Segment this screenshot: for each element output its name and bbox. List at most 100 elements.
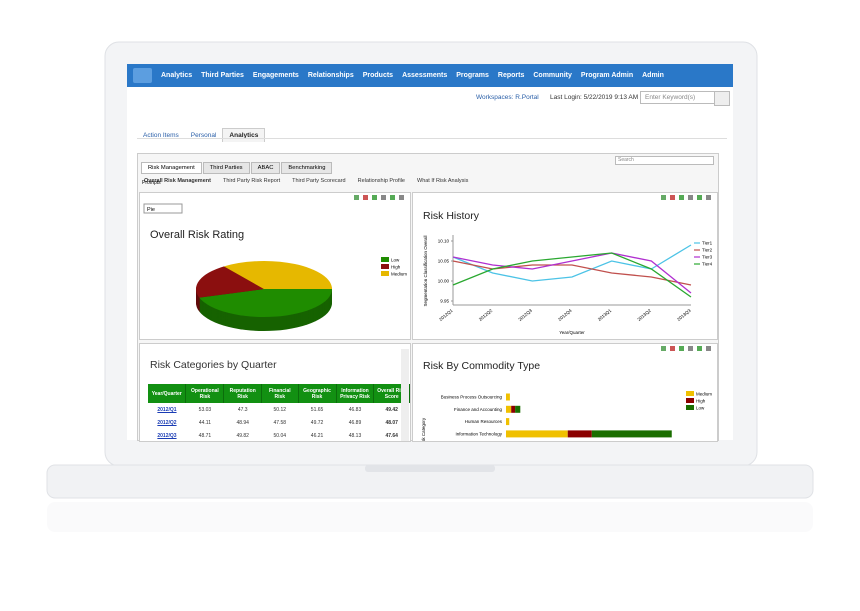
keyword-search[interactable]: Enter Keyword(s)	[640, 91, 716, 104]
legend-label: Low	[391, 258, 400, 263]
panel-tool	[661, 346, 666, 351]
table-row: 2012/Q1 53.03 47.3 50.12 51.65 46.83 49.42	[148, 403, 410, 416]
table-title: Risk Categories by Quarter	[150, 359, 277, 371]
panel-tool	[688, 195, 693, 200]
subtab[interactable]: Third Party Risk Report	[222, 178, 281, 184]
risk-table: Year/Quarter Operational Risk Reputation R…	[148, 384, 410, 441]
reflection	[47, 502, 813, 532]
bar-segment	[506, 393, 510, 401]
panel-tool	[390, 195, 395, 200]
pie-slice	[199, 289, 332, 317]
pie-slice	[196, 266, 264, 298]
x-tick-label: 2012Q1	[438, 308, 454, 322]
cell: 44.11	[198, 419, 211, 426]
table-row: 2012/Q3 48.71 49.82 50.04 46.21 48.13 47.64	[148, 429, 410, 441]
cell: 51.65	[310, 406, 324, 413]
legend-label: High	[391, 265, 401, 270]
table-wrap: Year/Quarter Operational Risk Reputation R…	[148, 384, 410, 441]
subtab[interactable]: What If Risk Analysis	[417, 178, 469, 184]
pie-slice	[224, 261, 332, 289]
cell: 49.42	[385, 406, 398, 413]
y-tick-label: 10.00	[438, 279, 450, 284]
panel-tool	[381, 195, 386, 200]
last-login: Last Login: 5/22/2019 9:13 AM	[550, 94, 639, 101]
x-tick-label: 2013Q3	[676, 308, 692, 322]
row-link[interactable]: 2012/Q2	[157, 419, 177, 426]
home-button[interactable]	[133, 68, 152, 83]
cell: 49.82	[236, 432, 249, 439]
panel-tool	[697, 195, 702, 200]
x-tick-label: 2012Q4	[557, 308, 573, 322]
category-label: Finance and Accounting	[454, 407, 503, 412]
nav-item[interactable]: Admin	[642, 72, 664, 79]
tab[interactable]: Analytics	[222, 128, 266, 142]
subtab[interactable]: Third Party Scorecard	[292, 178, 346, 184]
cell: 46.21	[310, 432, 324, 439]
cell: 48.94	[236, 419, 249, 426]
cell: 50.12	[273, 406, 287, 413]
panel-tool	[679, 346, 684, 351]
legend-swatch	[686, 405, 694, 410]
nav-item[interactable]: Analytics	[161, 72, 193, 79]
bar-segment	[506, 430, 568, 438]
cell: 46.89	[348, 419, 362, 426]
dashboard-tab[interactable]: Risk Management	[141, 162, 202, 174]
series-line	[452, 244, 692, 282]
bar-segment	[506, 405, 512, 413]
nav-item[interactable]: Reports	[497, 72, 525, 79]
subtab[interactable]: Relationship Profile	[357, 178, 405, 184]
workspaces[interactable]: Workspaces: R.Portal	[476, 94, 539, 101]
subtab[interactable]: Overall Risk Management	[144, 178, 211, 184]
row-link[interactable]: 2012/Q1	[157, 406, 177, 413]
dashboard-tab[interactable]: Benchmarking	[281, 162, 333, 174]
search-button[interactable]	[714, 91, 730, 106]
category-label: Business Process Outsourcing	[441, 395, 503, 400]
header-row: Year/Quarter Operational Risk Reputation R…	[148, 384, 410, 403]
dashboard-search[interactable]: Search	[615, 156, 714, 165]
y-axis-label: Risk Category	[421, 417, 426, 442]
nav-item[interactable]: Relationships	[307, 72, 354, 79]
y-tick-label: 9.95	[440, 299, 449, 304]
tab[interactable]: Personal	[190, 132, 217, 139]
nav-item[interactable]: Third Parties	[201, 72, 244, 79]
nav-item[interactable]: Products	[362, 72, 394, 79]
chart-selector: Pie	[147, 207, 155, 213]
column-header: Year/Quarter	[148, 384, 187, 403]
dashboard-tabs: Risk Management Third Parties ABAC Benchmar…	[141, 156, 333, 174]
column-header: Reputation Risk	[223, 384, 262, 403]
cell: 47.64	[385, 432, 398, 439]
cell: 46.83	[348, 406, 362, 413]
panel-tool	[354, 195, 359, 200]
nav-item[interactable]: Program Admin	[580, 72, 634, 79]
nav-item[interactable]: Assessments	[402, 72, 448, 79]
chart-title: Risk History	[423, 210, 480, 222]
category-label: Information Technology	[456, 431, 503, 436]
x-axis-label: Year/Quarter	[559, 330, 585, 335]
hinge	[365, 465, 495, 472]
panel-tool	[661, 195, 666, 200]
legend-swatch	[381, 264, 389, 269]
panel-tool	[670, 346, 675, 351]
scrollbar[interactable]	[401, 349, 409, 441]
chart-title: Risk By Commodity Type	[423, 360, 540, 372]
panel-tool	[399, 195, 404, 200]
column-header: Operational Risk	[185, 384, 225, 403]
dashboard-tab[interactable]: Third Parties	[202, 162, 250, 174]
chart-selector-box[interactable]	[143, 203, 183, 214]
panel-tool	[670, 195, 675, 200]
nav-item[interactable]: Programs	[456, 72, 489, 79]
prompts[interactable]: Prompts	[142, 180, 161, 186]
y-tick-label: 10.10	[438, 239, 450, 244]
dashboard-tab[interactable]: ABAC	[250, 162, 281, 174]
nav-item[interactable]: Community	[533, 72, 572, 79]
bar-segment	[515, 405, 521, 413]
tab[interactable]: Action Items	[143, 132, 179, 139]
panel-tool	[679, 195, 684, 200]
legend-label: High	[696, 399, 706, 404]
panel-tool	[363, 195, 368, 200]
nav-item[interactable]: Engagements	[252, 72, 299, 79]
legend-label: Tier1	[702, 241, 713, 246]
x-tick-label: 2012Q3	[517, 308, 533, 322]
row-link[interactable]: 2012/Q3	[157, 432, 177, 439]
